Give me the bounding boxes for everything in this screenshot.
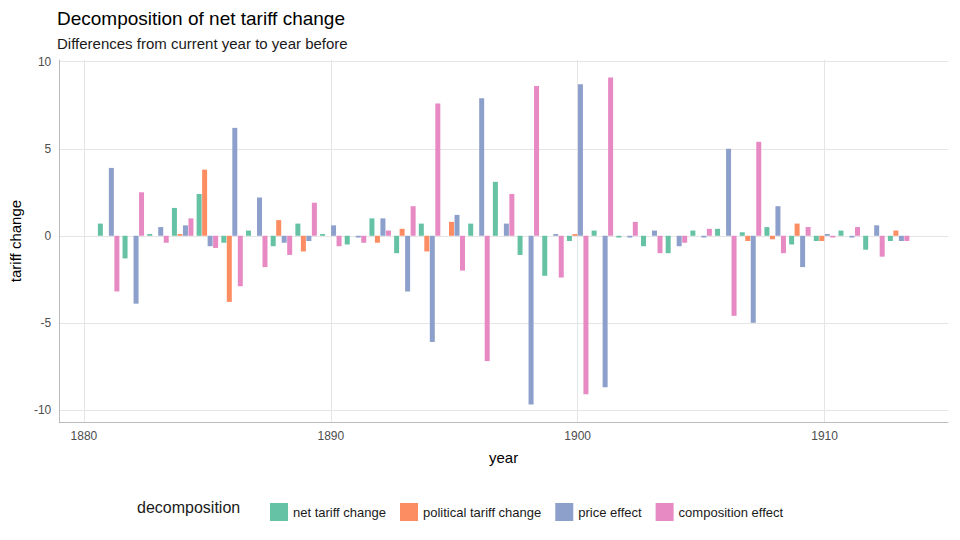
svg-text:Decomposition of net tariff ch: Decomposition of net tariff change bbox=[57, 8, 345, 29]
svg-text:price effect: price effect bbox=[578, 505, 642, 520]
svg-text:1880: 1880 bbox=[71, 429, 98, 443]
svg-text:1890: 1890 bbox=[317, 429, 344, 443]
svg-text:composition effect: composition effect bbox=[679, 505, 784, 520]
svg-text:Differences from current year: Differences from current year to year be… bbox=[57, 35, 348, 52]
svg-text:1910: 1910 bbox=[811, 429, 838, 443]
svg-text:1900: 1900 bbox=[564, 429, 591, 443]
svg-text:net tariff change: net tariff change bbox=[293, 505, 386, 520]
svg-text:tariff change: tariff change bbox=[7, 200, 24, 282]
svg-text:10: 10 bbox=[38, 55, 52, 69]
svg-text:-5: -5 bbox=[41, 316, 52, 330]
svg-text:year: year bbox=[489, 449, 518, 466]
svg-text:5: 5 bbox=[45, 142, 52, 156]
svg-text:0: 0 bbox=[45, 229, 52, 243]
svg-text:political tariff change: political tariff change bbox=[423, 505, 541, 520]
svg-text:-10: -10 bbox=[34, 403, 52, 417]
svg-text:decomposition: decomposition bbox=[137, 499, 240, 516]
